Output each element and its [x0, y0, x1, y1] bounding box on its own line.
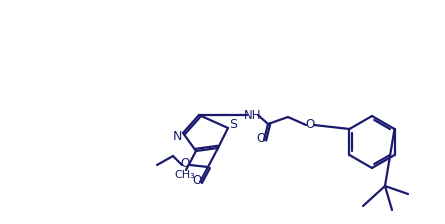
Text: CH₃: CH₃ — [174, 170, 195, 180]
Text: N: N — [172, 129, 182, 142]
Text: S: S — [229, 118, 237, 131]
Text: NH: NH — [244, 108, 262, 121]
Text: O: O — [180, 157, 190, 170]
Text: O: O — [256, 131, 266, 144]
Text: O: O — [305, 118, 315, 131]
Text: O: O — [192, 174, 202, 187]
